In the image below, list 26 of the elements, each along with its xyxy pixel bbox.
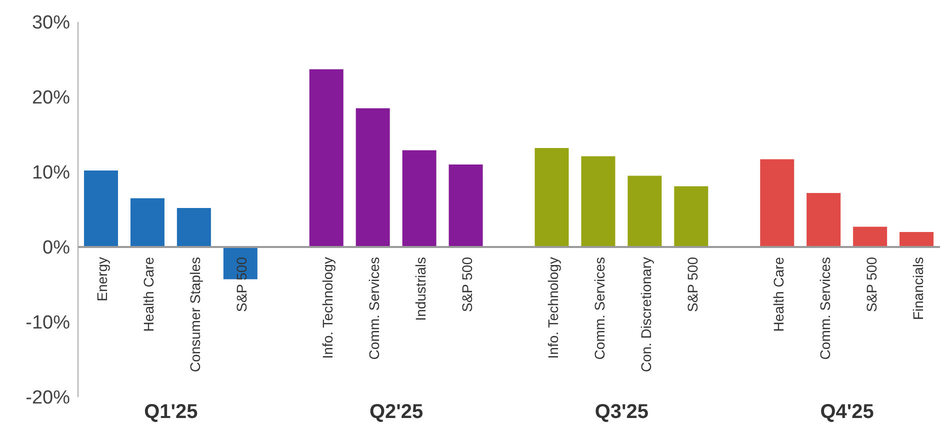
y-tick-label: 0%: [42, 238, 70, 259]
x-tick-label: Energy: [94, 257, 110, 302]
y-tick-label: 30%: [32, 12, 70, 34]
y-tick-label: 20%: [32, 88, 70, 109]
text: Q1'25: [143, 401, 199, 424]
x-tick-label: Con. Discretionary: [638, 257, 654, 372]
text: Q4'25: [819, 401, 875, 424]
x-tick-label: Info. Technology: [320, 257, 336, 359]
x-tick-label: S&P 500: [234, 256, 250, 312]
x-tick-label: S&P 500: [863, 256, 880, 312]
x-tick-label: Health Care: [770, 256, 786, 332]
x-tick-label: Info. Technology: [544, 257, 561, 359]
x-tick-label: Financials: [910, 257, 926, 320]
x-tick-label: Comm. Services: [366, 257, 382, 360]
x-tick-label: Comm. Services: [591, 257, 608, 360]
y-tick-label: 10%: [32, 162, 70, 184]
text: Q3'25: [594, 401, 650, 424]
x-tick-label: S&P 500: [684, 256, 700, 312]
x-tick-label: Health Care: [140, 256, 157, 332]
x-tick-label: S&P 500: [459, 256, 476, 312]
y-tick-label: -10%: [26, 312, 70, 334]
x-tick-label: Comm. Services: [816, 257, 833, 360]
y-tick-label: -20%: [26, 388, 70, 409]
x-tick-label: Industrials: [412, 257, 429, 321]
text: Q2'25: [368, 401, 424, 424]
x-tick-label: Consumer Staples: [187, 257, 204, 372]
